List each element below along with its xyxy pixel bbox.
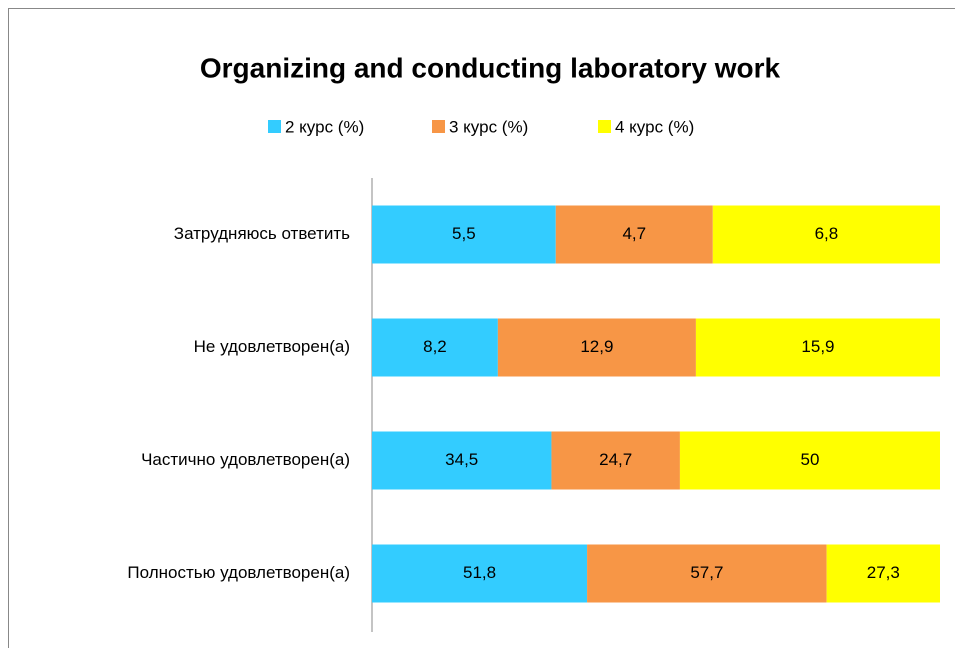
- data-label: 34,5: [445, 450, 478, 469]
- data-label: 27,3: [867, 563, 900, 582]
- y-tick-label: Полностью удовлетворен(а): [127, 563, 350, 582]
- legend-label: 4 курс (%): [615, 117, 694, 136]
- data-label: 50: [801, 450, 820, 469]
- data-label: 12,9: [580, 337, 613, 356]
- legend-label: 3 курс (%): [449, 117, 528, 136]
- data-label: 8,2: [423, 337, 447, 356]
- legend-label: 2 курс (%): [285, 117, 364, 136]
- data-label: 51,8: [463, 563, 496, 582]
- data-label: 4,7: [622, 224, 646, 243]
- bar-segment: [551, 431, 680, 490]
- bar-segment: [712, 205, 940, 264]
- bar-segment: [587, 544, 827, 603]
- bar-segment: [826, 544, 940, 603]
- bar-segment: [555, 205, 713, 264]
- bar-segment: [372, 205, 556, 264]
- legend-swatch: [268, 120, 281, 133]
- bar-segment: [372, 431, 552, 490]
- data-label: 24,7: [599, 450, 632, 469]
- y-tick-label: Не удовлетворен(а): [194, 337, 350, 356]
- data-label: 15,9: [801, 337, 834, 356]
- bar-segment: [372, 544, 588, 603]
- bar-segment: [679, 431, 940, 490]
- chart-title: Organizing and conducting laboratory wor…: [200, 52, 781, 83]
- bar-segment: [372, 318, 498, 377]
- data-label: 6,8: [815, 224, 839, 243]
- bar-segment: [497, 318, 696, 377]
- y-tick-label: Частично удовлетворен(а): [141, 450, 350, 469]
- data-label: 5,5: [452, 224, 476, 243]
- legend-swatch: [432, 120, 445, 133]
- data-label: 57,7: [690, 563, 723, 582]
- legend-swatch: [598, 120, 611, 133]
- y-tick-label: Затрудняюсь ответить: [174, 224, 350, 243]
- bar-segment: [695, 318, 940, 377]
